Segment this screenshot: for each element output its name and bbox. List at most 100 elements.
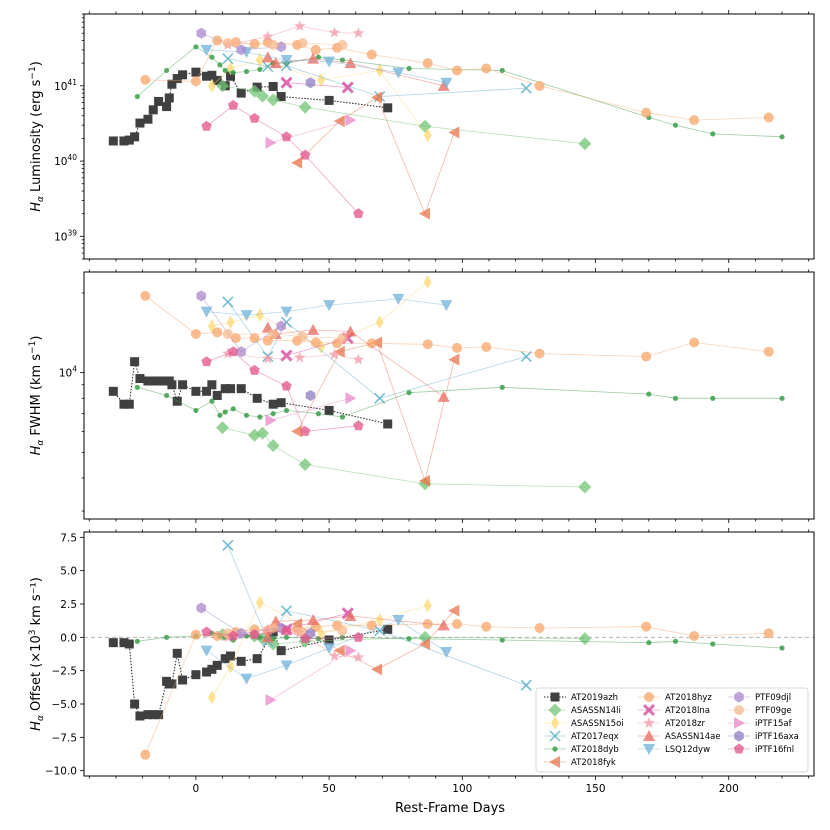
legend-item: ASASSN14ae — [638, 730, 721, 742]
data-point — [230, 37, 241, 48]
panel-fwhm: 104 Hα FWHM (km s−1) — [28, 268, 815, 523]
data-point — [324, 635, 334, 645]
data-point — [689, 337, 700, 348]
data-point — [108, 136, 118, 146]
data-point — [328, 650, 341, 661]
series-LSQ12dyw — [200, 615, 453, 685]
data-point — [190, 629, 201, 640]
legend-item: iPTF16fnl — [728, 743, 794, 755]
data-point — [240, 673, 253, 685]
data-point — [130, 132, 140, 142]
data-point — [374, 392, 386, 404]
data-point — [374, 625, 386, 637]
y-tick-label: 5.0 — [60, 566, 77, 578]
data-point — [440, 77, 453, 89]
series-iPTF16fnl — [201, 625, 364, 644]
data-point — [383, 103, 393, 113]
y-ticks: 104 — [59, 292, 84, 512]
data-point — [226, 315, 235, 330]
data-point — [216, 421, 230, 435]
data-point — [265, 136, 277, 149]
data-point — [200, 306, 213, 318]
data-point — [191, 670, 201, 680]
series-line — [270, 650, 351, 701]
series-AT2018zr — [222, 347, 365, 365]
data-point — [448, 604, 460, 617]
series-line — [227, 353, 359, 360]
data-point — [178, 675, 188, 685]
panel-offset: 0 50 100 150 200 7.5 5.0 2.5 0.0 −2.5 −5.0 −7.5 −10.… — [28, 528, 815, 795]
data-point — [520, 679, 532, 691]
y-tick-label: 7.5 — [60, 532, 77, 544]
data-point — [262, 30, 274, 42]
x-tick-label: 0 — [193, 783, 200, 795]
data-point — [148, 710, 158, 720]
data-point — [345, 644, 357, 657]
data-point — [375, 315, 384, 330]
data-point — [108, 638, 118, 648]
data-point — [249, 333, 260, 344]
data-point — [262, 352, 274, 364]
data-point — [119, 136, 129, 146]
y-tick-label: −10.0 — [45, 766, 77, 778]
data-point — [202, 71, 212, 81]
legend-marker — [550, 692, 560, 702]
series-line — [296, 96, 455, 215]
data-point — [207, 380, 217, 390]
data-point — [124, 399, 134, 409]
data-point — [423, 128, 432, 143]
data-point — [257, 66, 263, 73]
data-point — [423, 598, 432, 613]
data-point — [406, 636, 412, 642]
data-point — [392, 67, 405, 79]
data-point — [222, 409, 228, 415]
data-point — [333, 644, 345, 657]
data-point — [243, 412, 250, 418]
data-point — [281, 625, 292, 636]
data-point — [202, 386, 212, 396]
data-point — [280, 605, 293, 617]
data-point — [207, 78, 216, 93]
data-point — [779, 395, 785, 401]
data-point — [281, 131, 292, 142]
data-point — [422, 339, 433, 350]
data-point — [148, 105, 158, 115]
data-point — [201, 120, 212, 131]
legend-marker — [734, 717, 745, 729]
x-tick-label: 100 — [452, 783, 472, 795]
legend-item: AT2018hyz — [638, 692, 712, 703]
data-point — [209, 398, 215, 404]
data-point — [265, 414, 277, 427]
data-point — [226, 71, 236, 81]
data-point — [339, 57, 346, 63]
data-point — [143, 376, 153, 386]
data-point — [249, 364, 260, 375]
data-point — [249, 629, 260, 640]
data-point — [366, 620, 377, 631]
series-ASASSN15oi — [207, 275, 432, 354]
data-point — [383, 419, 393, 429]
panels: 1039 1040 1041 Hα Luminosity (erg s−1) 104 Hα… — [28, 10, 815, 795]
series-line — [211, 602, 428, 698]
x-axis-label: Rest-Frame Days — [395, 801, 505, 816]
legend-item: LSQ12dyw — [638, 744, 710, 755]
data-point — [280, 660, 293, 672]
legend-label: ASASSN15oi — [571, 719, 624, 729]
series-ASASSN14li — [216, 421, 592, 494]
data-point — [341, 81, 354, 94]
data-point — [437, 619, 450, 631]
data-point — [130, 357, 140, 367]
data-point — [337, 625, 348, 636]
data-point — [283, 634, 290, 640]
data-point — [163, 392, 170, 399]
data-point — [763, 346, 774, 357]
data-point — [154, 710, 164, 720]
data-point — [124, 135, 134, 145]
data-point — [172, 648, 182, 658]
series-AT2019azh — [108, 357, 393, 429]
data-point — [641, 351, 652, 362]
data-point — [227, 99, 239, 110]
data-point — [641, 107, 652, 118]
legend-label: AT2018zr — [665, 719, 705, 729]
